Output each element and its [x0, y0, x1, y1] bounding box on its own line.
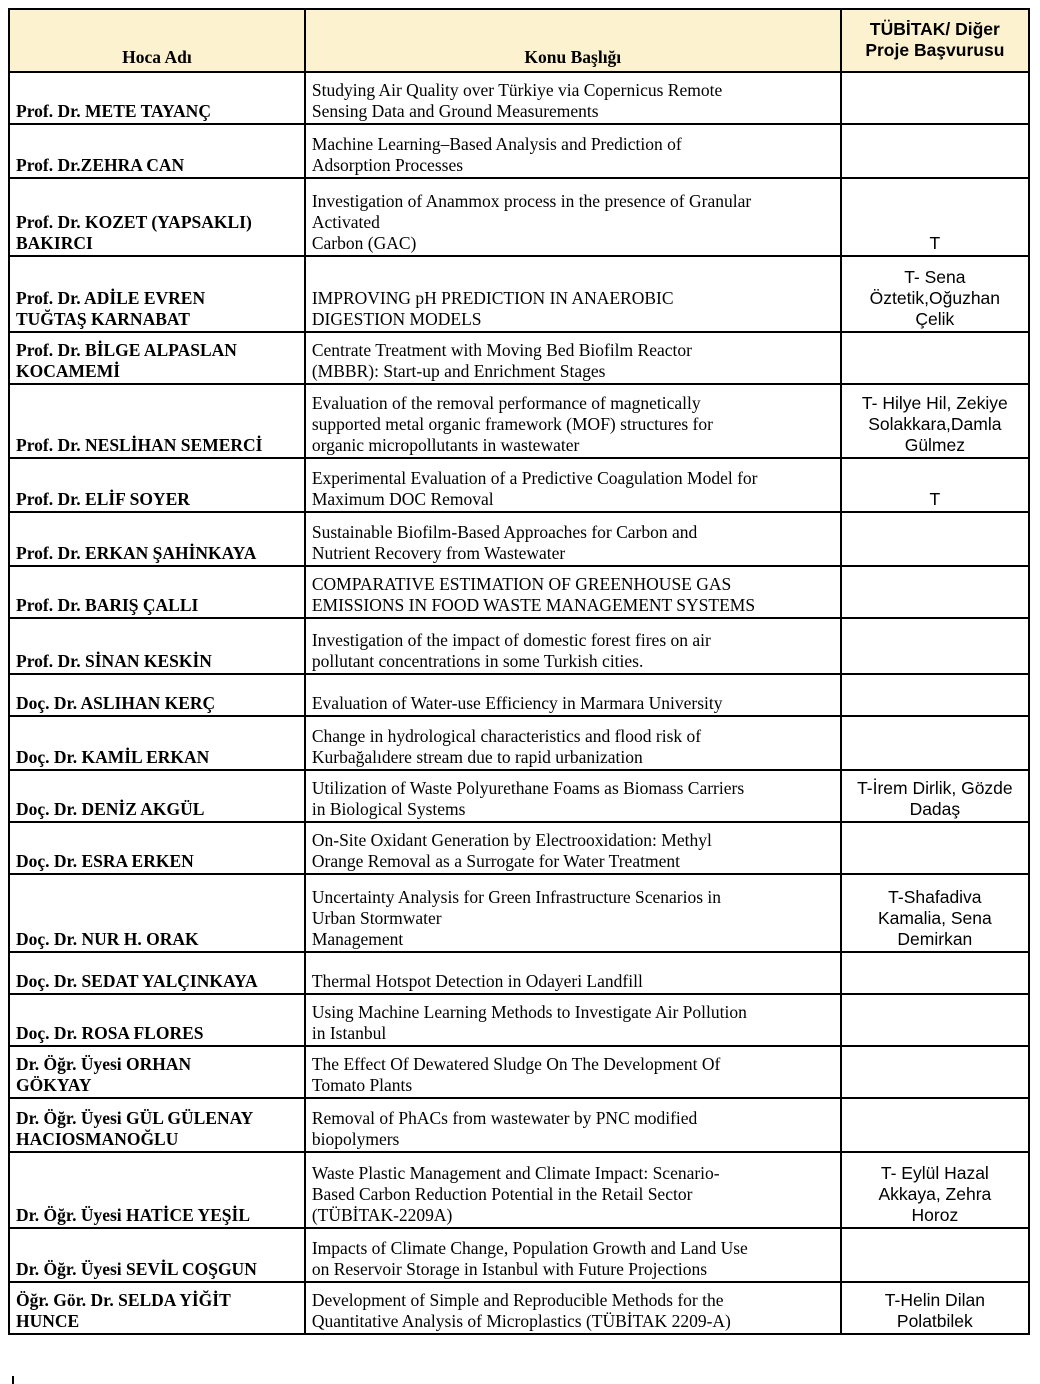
project-application: [839, 1097, 1031, 1153]
topic-title: COMPARATIVE ESTIMATION OF GREENHOUSE GAS…: [303, 565, 842, 619]
project-application: [839, 1227, 1031, 1283]
table-row: Dr. Öğr. Üyesi SEVİL COŞGUN Impacts of Cl…: [8, 1227, 1031, 1283]
topic-title: Investigation of the impact of domestic …: [303, 617, 842, 675]
table-row: Dr. Öğr. Üyesi ORHAN GÖKYAY The Effect Of…: [8, 1045, 1031, 1099]
table-row: Prof. Dr. NESLİHAN SEMERCİ Evaluation of …: [8, 383, 1031, 459]
project-application: T- Eylül Hazal Akkaya, Zehra Horoz: [839, 1151, 1031, 1229]
table-row: Prof. Dr. ELİF SOYER Experimental Evaluat…: [8, 457, 1031, 513]
project-application: [839, 715, 1031, 771]
advisor-name: Prof. Dr.ZEHRA CAN: [8, 123, 306, 179]
advisor-name: Doç. Dr. ESRA ERKEN: [8, 821, 306, 875]
advisor-name: Dr. Öğr. Üyesi ORHAN GÖKYAY: [8, 1045, 306, 1099]
advisor-name: Prof. Dr. SİNAN KESKİN: [8, 617, 306, 675]
project-application: T-İrem Dirlik, Gözde Dadaş: [839, 769, 1031, 823]
advisor-name: Prof. Dr. KOZET (YAPSAKLI) BAKIRCI: [8, 177, 306, 257]
project-application: [839, 71, 1031, 125]
topic-title: Evaluation of the removal performance of…: [303, 383, 842, 459]
topic-title: The Effect Of Dewatered Sludge On The De…: [303, 1045, 842, 1099]
advisor-name: Doç. Dr. KAMİL ERKAN: [8, 715, 306, 771]
topic-title: IMPROVING pH PREDICTION IN ANAEROBIC DIG…: [303, 255, 842, 333]
advisor-name: Doç. Dr. ROSA FLORES: [8, 993, 306, 1047]
table-row: Dr. Öğr. Üyesi GÜL GÜLENAY HACIOSMANOĞLU…: [8, 1097, 1031, 1153]
advisor-name: Doç. Dr. ASLIHAN KERÇ: [8, 673, 306, 717]
project-application: [839, 123, 1031, 179]
project-application: [839, 565, 1031, 619]
advisor-topics-table: Hoca Adı Konu Başlığı TÜBİTAK/ Diğer Pro…: [8, 8, 1031, 1335]
table-row: Doç. Dr. ASLIHAN KERÇ Evaluation of Water…: [8, 673, 1031, 717]
topic-title: Uncertainty Analysis for Green Infrastru…: [303, 873, 842, 953]
project-application: T- Hilye Hil, Zekiye Solakkara,Damla Gül…: [839, 383, 1031, 459]
topic-title: Centrate Treatment with Moving Bed Biofi…: [303, 331, 842, 385]
topic-title: Change in hydrological characteristics a…: [303, 715, 842, 771]
advisor-name: Prof. Dr. NESLİHAN SEMERCİ: [8, 383, 306, 459]
table-row: Prof. Dr.ZEHRA CAN Machine Learning–Based…: [8, 123, 1031, 179]
topic-title: Removal of PhACs from wastewater by PNC …: [303, 1097, 842, 1153]
advisor-name: Doç. Dr. DENİZ AKGÜL: [8, 769, 306, 823]
topic-title: Using Machine Learning Methods to Invest…: [303, 993, 842, 1047]
advisor-name: Prof. Dr. ELİF SOYER: [8, 457, 306, 513]
project-application: [839, 511, 1031, 567]
table-row: Prof. Dr. SİNAN KESKİN Investigation of t…: [8, 617, 1031, 675]
table-row: Prof. Dr. BİLGE ALPASLAN KOCAMEMİ Centrat…: [8, 331, 1031, 385]
header-project-application: TÜBİTAK/ Diğer Proje Başvurusu: [839, 8, 1031, 73]
table-row: Doç. Dr. SEDAT YALÇINKAYA Thermal Hotspot…: [8, 951, 1031, 995]
topic-title: Waste Plastic Management and Climate Imp…: [303, 1151, 842, 1229]
topic-title: Investigation of Anammox process in the …: [303, 177, 842, 257]
advisor-name: Doç. Dr. NUR H. ORAK: [8, 873, 306, 953]
table-row: Prof. Dr. ERKAN ŞAHİNKAYA Sustainable Bio…: [8, 511, 1031, 567]
header-topic-title: Konu Başlığı: [303, 8, 842, 73]
advisor-name: Prof. Dr. ADİLE EVREN TUĞTAŞ KARNABAT: [8, 255, 306, 333]
project-application: [839, 1045, 1031, 1099]
project-application: [839, 673, 1031, 717]
table-row: Doç. Dr. ESRA ERKEN On-Site Oxidant Gener…: [8, 821, 1031, 875]
table-row: Prof. Dr. KOZET (YAPSAKLI) BAKIRCI Invest…: [8, 177, 1031, 257]
advisor-name: Prof. Dr. BİLGE ALPASLAN KOCAMEMİ: [8, 331, 306, 385]
table-row: Prof. Dr. METE TAYANÇ Studying Air Qualit…: [8, 71, 1031, 125]
table-row: Doç. Dr. ROSA FLORES Using Machine Learni…: [8, 993, 1031, 1047]
topic-title: Impacts of Climate Change, Population Gr…: [303, 1227, 842, 1283]
topic-title: Evaluation of Water-use Efficiency in Ma…: [303, 673, 842, 717]
table-row: Doç. Dr. DENİZ AKGÜL Utilization of Waste…: [8, 769, 1031, 823]
advisor-name: Dr. Öğr. Üyesi HATİCE YEŞİL: [8, 1151, 306, 1229]
table-row: Dr. Öğr. Üyesi HATİCE YEŞİL Waste Plastic…: [8, 1151, 1031, 1229]
topic-title: Studying Air Quality over Türkiye via Co…: [303, 71, 842, 125]
project-application: [839, 951, 1031, 995]
topic-title: Thermal Hotspot Detection in Odayeri Lan…: [303, 951, 842, 995]
project-application: [839, 617, 1031, 675]
table-row: Prof. Dr. ADİLE EVREN TUĞTAŞ KARNABAT IMP…: [8, 255, 1031, 333]
table-row: Prof. Dr. BARIŞ ÇALLI COMPARATIVE ESTIMAT…: [8, 565, 1031, 619]
project-application: [839, 993, 1031, 1047]
advisor-name: Prof. Dr. BARIŞ ÇALLI: [8, 565, 306, 619]
header-advisor-name: Hoca Adı: [8, 8, 306, 73]
project-application: T-Shafadiva Kamalia, Sena Demirkan: [839, 873, 1031, 953]
advisor-name: Prof. Dr. METE TAYANÇ: [8, 71, 306, 125]
topic-title: Development of Simple and Reproducible M…: [303, 1281, 842, 1335]
project-application: [839, 821, 1031, 875]
table-row: Öğr. Gör. Dr. SELDA YİĞİT HUNCE Developme…: [8, 1281, 1031, 1335]
project-application: T: [839, 177, 1031, 257]
project-application: T- Sena Öztetik,Oğuzhan Çelik: [839, 255, 1031, 333]
advisor-name: Öğr. Gör. Dr. SELDA YİĞİT HUNCE: [8, 1281, 306, 1335]
advisor-name: Dr. Öğr. Üyesi SEVİL COŞGUN: [8, 1227, 306, 1283]
table-row: Doç. Dr. KAMİL ERKAN Change in hydrologic…: [8, 715, 1031, 771]
topic-title: Experimental Evaluation of a Predictive …: [303, 457, 842, 513]
topic-title: On-Site Oxidant Generation by Electrooxi…: [303, 821, 842, 875]
header-row: Hoca Adı Konu Başlığı TÜBİTAK/ Diğer Pro…: [8, 8, 1031, 73]
advisor-name: Prof. Dr. ERKAN ŞAHİNKAYA: [8, 511, 306, 567]
advisor-name: Dr. Öğr. Üyesi GÜL GÜLENAY HACIOSMANOĞLU: [8, 1097, 306, 1153]
project-application: T-Helin Dilan Polatbilek: [839, 1281, 1031, 1335]
topic-title: Utilization of Waste Polyurethane Foams …: [303, 769, 842, 823]
table-row: Doç. Dr. NUR H. ORAK Uncertainty Analysis…: [8, 873, 1031, 953]
cursor-mark: [12, 1376, 14, 1384]
topic-title: Sustainable Biofilm-Based Approaches for…: [303, 511, 842, 567]
topic-title: Machine Learning–Based Analysis and Pred…: [303, 123, 842, 179]
advisor-name: Doç. Dr. SEDAT YALÇINKAYA: [8, 951, 306, 995]
project-application: [839, 331, 1031, 385]
project-application: T: [839, 457, 1031, 513]
